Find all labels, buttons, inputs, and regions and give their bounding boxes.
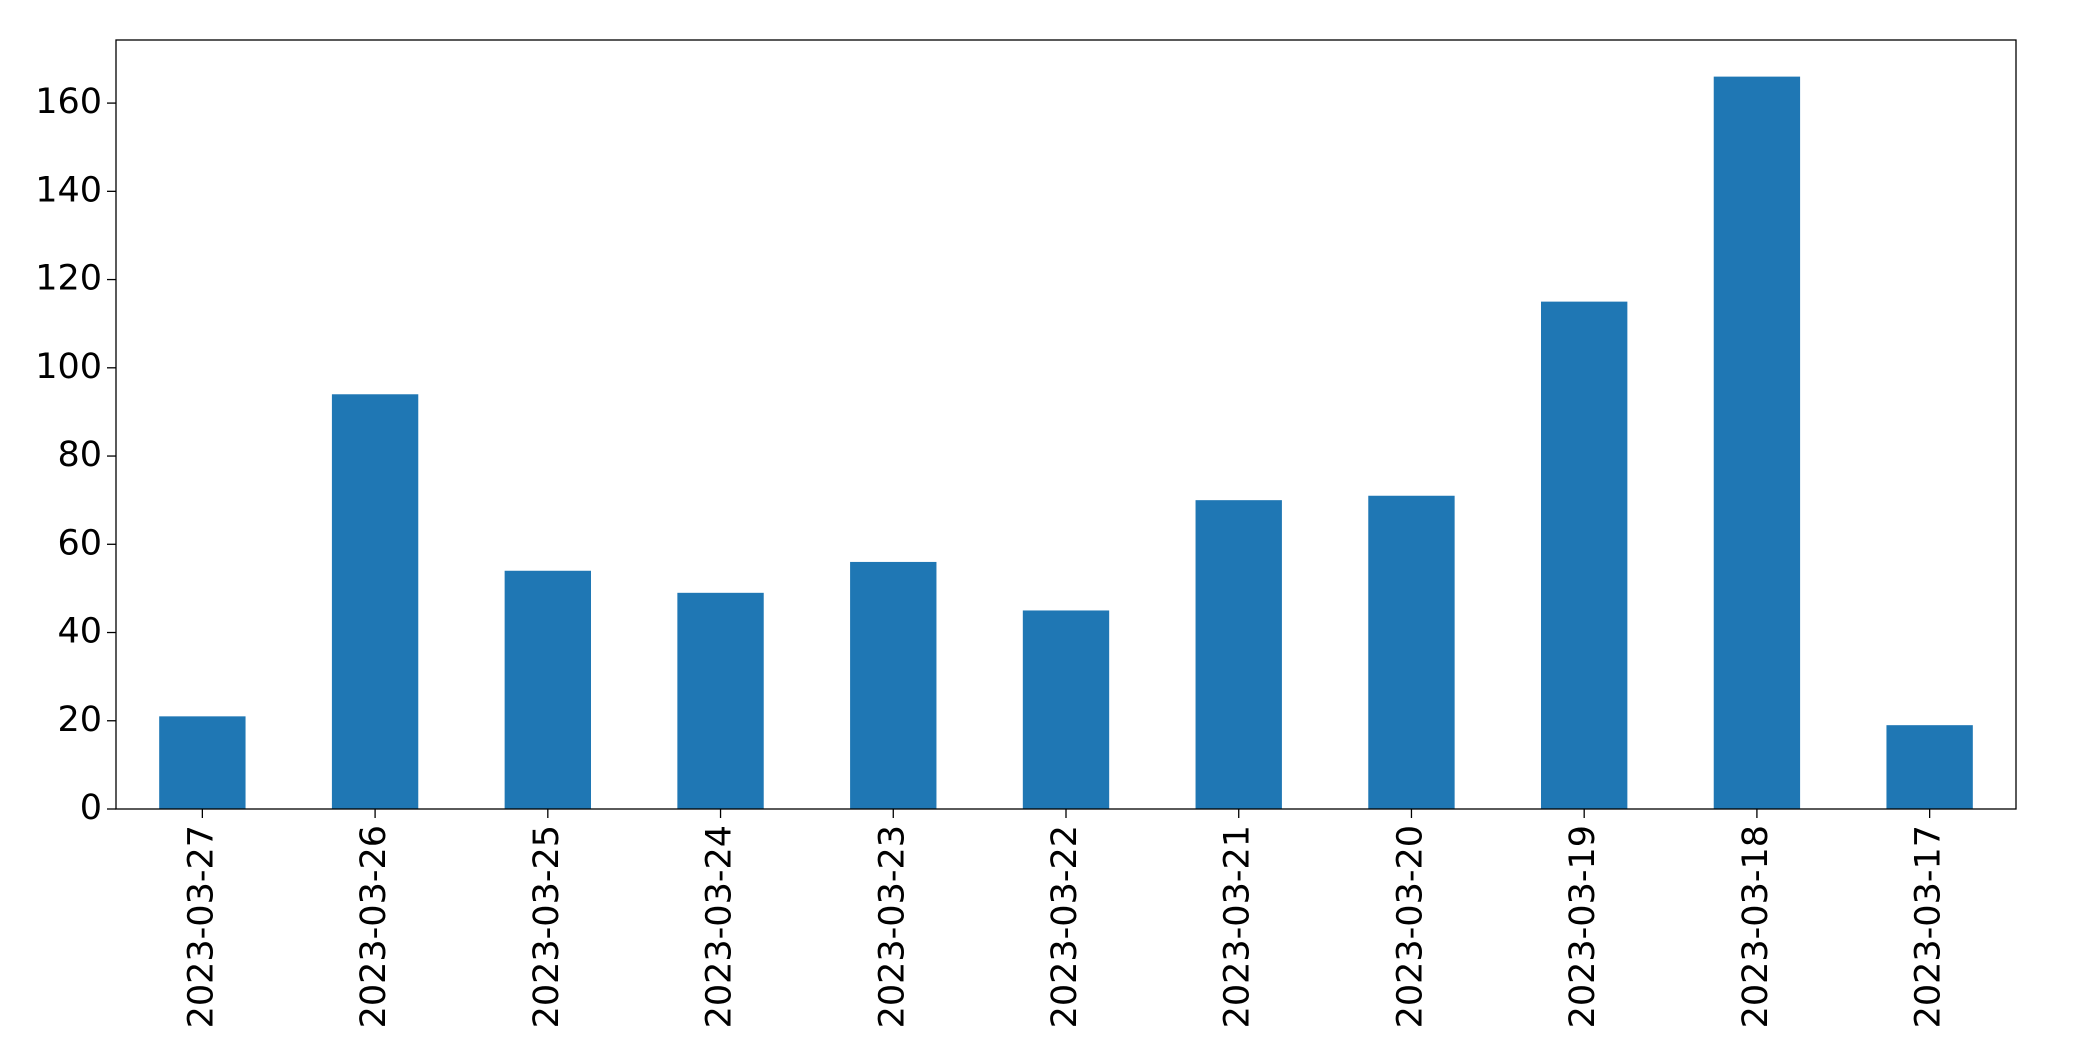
y-tick-label: 120 xyxy=(35,259,102,299)
y-tick-label: 100 xyxy=(35,347,102,387)
bar xyxy=(677,592,764,809)
y-tick-label: 0 xyxy=(80,788,102,828)
x-tick-label: 2023-03-21 xyxy=(1218,825,1258,1028)
y-tick-label: 140 xyxy=(35,170,102,210)
y-tick-label: 80 xyxy=(57,435,102,475)
bar xyxy=(1368,495,1455,809)
x-tick-label: 2023-03-27 xyxy=(181,825,221,1028)
bar xyxy=(1022,610,1110,809)
x-tick-label: 2023-03-18 xyxy=(1736,825,1776,1028)
x-tick-label: 2023-03-24 xyxy=(700,825,740,1028)
bar xyxy=(1541,301,1628,809)
y-tick-label: 40 xyxy=(57,612,102,652)
bar xyxy=(850,561,937,809)
bar xyxy=(1713,76,1801,810)
x-tick-label: 2023-03-19 xyxy=(1563,825,1603,1028)
y-tick-label: 160 xyxy=(35,82,102,122)
bar xyxy=(331,394,419,809)
x-tick-label: 2023-03-25 xyxy=(527,825,567,1028)
bar xyxy=(504,570,591,809)
x-tick-label: 2023-03-23 xyxy=(872,825,912,1028)
x-tick-label: 2023-03-26 xyxy=(354,825,394,1028)
x-tick-label: 2023-03-17 xyxy=(1909,825,1949,1028)
bar xyxy=(1886,725,1973,809)
y-tick-label: 20 xyxy=(57,700,102,740)
bar xyxy=(1195,500,1282,809)
bar xyxy=(159,716,246,809)
x-tick-label: 2023-03-22 xyxy=(1045,825,1085,1028)
x-tick-label: 2023-03-20 xyxy=(1390,825,1430,1028)
plot-frame xyxy=(115,39,2017,810)
y-tick-label: 60 xyxy=(57,523,102,563)
